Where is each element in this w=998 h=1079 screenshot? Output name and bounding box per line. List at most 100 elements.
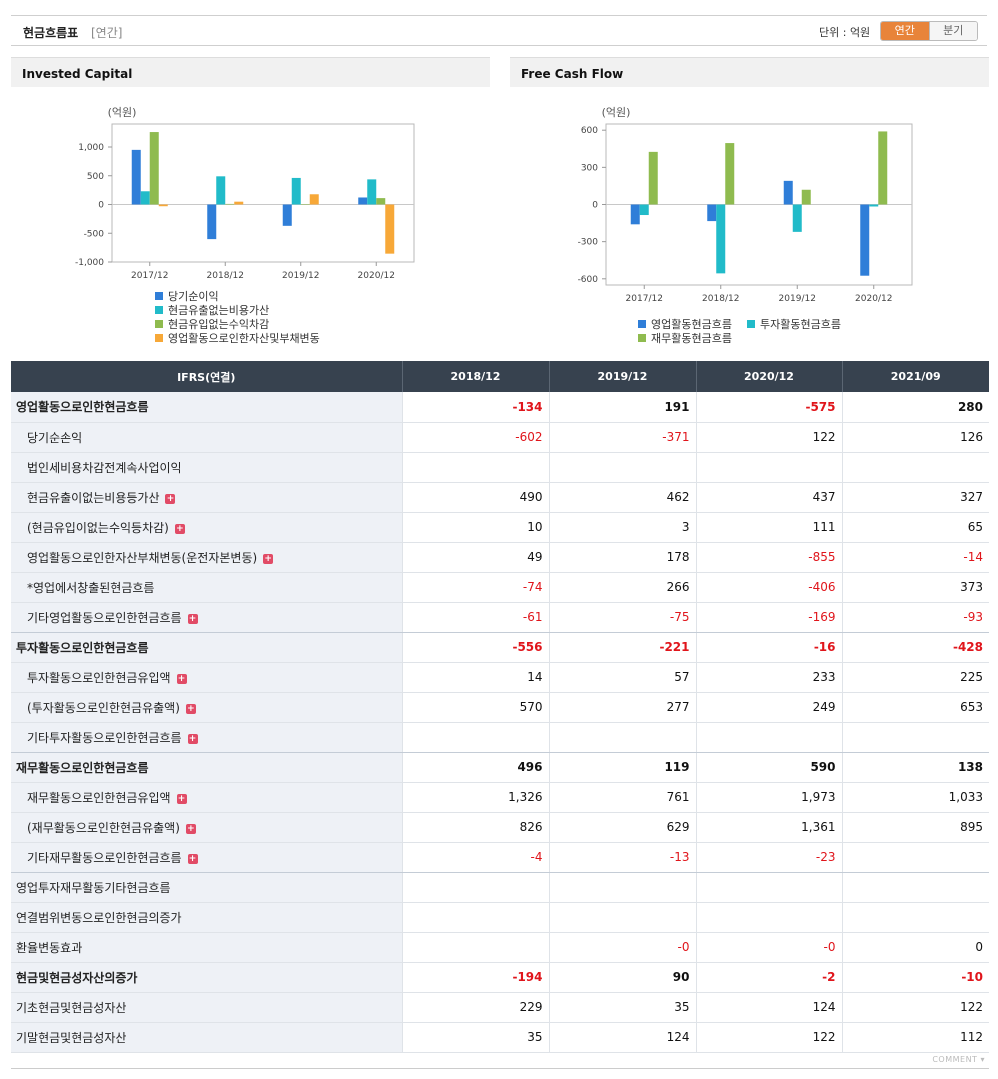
cell-value: -0 — [695, 932, 842, 963]
cashflow-header-bar: 현금흐름표 [연간] 단위 : 억원 연간 분기 — [11, 15, 987, 46]
expand-plus-icon[interactable]: + — [174, 523, 185, 534]
cell-value — [401, 722, 549, 753]
cell-value: 629 — [548, 812, 696, 843]
cell-value: 122 — [841, 992, 989, 1023]
bar-2-0 — [149, 132, 159, 205]
expand-plus-icon[interactable]: + — [185, 703, 196, 714]
expand-plus-icon[interactable]: + — [187, 853, 198, 864]
expand-plus-icon[interactable]: + — [176, 793, 187, 804]
cell-value: 124 — [548, 1022, 696, 1053]
expand-plus-icon[interactable]: + — [263, 553, 274, 564]
row-label: 기타재무활동으로인한현금흐름 + — [11, 842, 402, 873]
period-toggle: 연간 분기 — [880, 21, 978, 41]
row-label-text: (투자활동으로인한현금유출액) — [27, 700, 180, 715]
bar-1-3 — [869, 204, 879, 207]
expand-plus-icon[interactable]: + — [187, 613, 198, 624]
cell-value: 1,326 — [401, 782, 549, 813]
row-label: 당기순손익 — [11, 422, 402, 453]
table-row: 연결범위변동으로인한현금의증가 — [11, 902, 989, 933]
y-tick-label: 0 — [592, 201, 598, 211]
cell-value: 49 — [401, 542, 549, 573]
table-row: 기초현금및현금성자산 229 35 124 122 — [11, 992, 989, 1023]
free-cash-flow-heading: Free Cash Flow — [510, 57, 989, 87]
row-label: (재무활동으로인한현금유출액) + — [11, 812, 402, 843]
cell-value — [401, 902, 549, 933]
cell-value: 373 — [841, 572, 989, 603]
row-label: 영업활동으로인한현금흐름 — [11, 392, 402, 423]
bar-2-0 — [648, 151, 658, 205]
cell-value: -194 — [401, 962, 549, 993]
cell-value: 761 — [548, 782, 696, 813]
cell-value: 122 — [695, 1022, 842, 1053]
bar-2-2 — [300, 204, 310, 205]
cell-value: -221 — [548, 632, 696, 663]
row-label-text: 기타영업활동으로인한현금흐름 — [27, 610, 182, 625]
expand-plus-icon[interactable]: + — [187, 733, 198, 744]
cell-value: 229 — [401, 992, 549, 1023]
cell-value: 590 — [695, 752, 842, 783]
cell-value: 122 — [695, 422, 842, 453]
y-tick-label: -300 — [578, 238, 599, 248]
quarter-toggle-button[interactable]: 분기 — [928, 22, 977, 40]
table-row: 기타투자활동으로인한현금흐름 + — [11, 722, 989, 753]
unit-label: 단위 : 억원 — [819, 26, 871, 39]
bar-1-0 — [140, 191, 150, 205]
annual-toggle-button[interactable]: 연간 — [881, 22, 929, 40]
row-label-text: 영업활동으로인한현금흐름 — [16, 400, 149, 415]
y-tick-label: -500 — [84, 229, 105, 239]
cell-value: -0 — [548, 932, 696, 963]
cell-value: 14 — [401, 662, 549, 693]
cell-value: 249 — [695, 692, 842, 723]
cell-value: -61 — [401, 602, 549, 633]
cell-value: 10 — [401, 512, 549, 543]
row-label-text: *영업에서창출된현금흐름 — [27, 580, 155, 595]
cell-value: -4 — [401, 842, 549, 873]
cell-value: 233 — [695, 662, 842, 693]
cell-value: 3 — [548, 512, 696, 543]
cell-value: 119 — [548, 752, 696, 783]
row-label: 기타투자활동으로인한현금흐름 + — [11, 722, 402, 753]
cell-value — [401, 932, 549, 963]
header-2019: 2019/12 — [548, 361, 696, 392]
legend-label: 당기순이익 — [168, 290, 219, 303]
expand-plus-icon[interactable]: + — [185, 823, 196, 834]
invested-capital-chart: (억원) 1,000 500 0 -500 -1,000 2017/12 2018/12 201… — [75, 106, 415, 345]
bar-3-3 — [385, 204, 395, 254]
comment-toggle[interactable]: COMMENT ▾ — [932, 1055, 985, 1064]
legend-label: 영업활동현금흐름 — [651, 317, 732, 331]
table-row: (투자활동으로인한현금유출액) +570 277 249 653 — [11, 692, 989, 723]
table-row: 기타영업활동으로인한현금흐름 + -61 -75 -169 -93 — [11, 602, 989, 633]
expand-plus-icon[interactable]: + — [176, 673, 187, 684]
row-label-text: 기타투자활동으로인한현금흐름 — [27, 730, 182, 745]
free-cash-flow-chart: (억원) 600 300 0 -300 -600 2017/12 2018/12 2019/12… — [578, 106, 913, 345]
row-label: *영업에서창출된현금흐름 — [11, 572, 402, 603]
cell-value: 1,033 — [841, 782, 989, 813]
row-label-text: 현금유출이없는비용등가산 — [27, 490, 160, 505]
cell-value — [695, 872, 842, 903]
cell-value: 895 — [841, 812, 989, 843]
expand-plus-icon[interactable]: + — [165, 493, 176, 504]
cell-value: -23 — [695, 842, 842, 873]
cell-value — [401, 872, 549, 903]
row-label-text: 환율변동효과 — [16, 940, 83, 955]
invested-capital-panel: Invested Capital (억원) 1,000 500 0 -500 -1,000… — [11, 57, 490, 357]
cell-value: 112 — [841, 1022, 989, 1053]
table-row: 당기순손익 -602 -371 122 126 — [11, 422, 989, 453]
y-tick-label: 500 — [87, 172, 104, 182]
bar-0-2 — [783, 180, 793, 205]
bar-1-0 — [639, 204, 649, 216]
cashflow-table: IFRS(연결) 2018/12 2019/12 2020/12 2021/09… — [11, 361, 989, 1053]
table-row: (재무활동으로인한현금유출액) +826 629 1,361 895 — [11, 812, 989, 843]
row-label-text: 영업투자재무활동기타현금흐름 — [16, 880, 171, 895]
y-tick-label: 0 — [98, 201, 104, 211]
table-row: 기타재무활동으로인한현금흐름 + -4 -13 -23 — [11, 842, 989, 873]
cell-value: 191 — [548, 392, 696, 423]
bar-2-2 — [801, 189, 811, 205]
row-label-text: 기초현금및현금성자산 — [16, 1000, 127, 1015]
cell-value — [401, 452, 549, 483]
cell-value: -556 — [401, 632, 549, 663]
row-label: 투자활동으로인한현금유입액 + — [11, 662, 402, 693]
cell-value — [548, 452, 696, 483]
cell-value — [548, 872, 696, 903]
period-label: [연간] — [91, 26, 123, 40]
